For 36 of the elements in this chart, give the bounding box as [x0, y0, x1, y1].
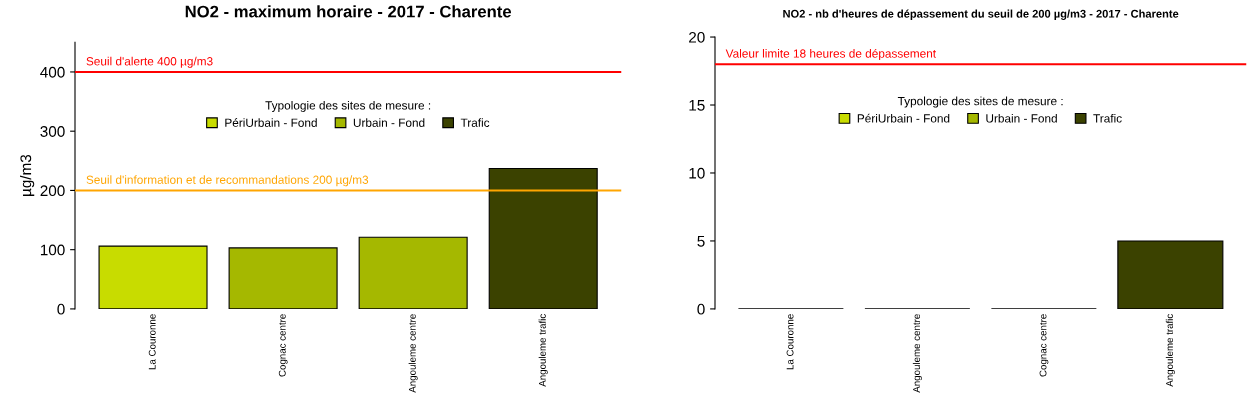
bar [98, 245, 208, 309]
y-tick-label: 15 [689, 100, 705, 111]
y-tick-label: 400 [40, 66, 65, 78]
x-tick-label: Angouleme centre [408, 314, 418, 393]
legend-label: Urbain - Fond [353, 118, 425, 127]
y-tick-label: 300 [40, 126, 65, 137]
legend-label: PériUrbain - Fond [225, 118, 317, 127]
ref-line-label: Seuil d'information et de recommandations 200 µg/m3 [86, 175, 369, 187]
y-tick-label: 200 [40, 185, 65, 197]
y-axis-title: µg/m3 [19, 154, 35, 196]
legend-title: Typologie des sites de mesure : [265, 100, 431, 112]
legend-label: Trafic [1093, 113, 1122, 123]
x-tick-label: La Couronne [786, 314, 794, 370]
y-tick-label: 0 [697, 303, 705, 315]
x-tick-label: Angouleme trafic [538, 314, 548, 387]
x-tick-label: Cognac centre [1039, 314, 1049, 377]
bar [358, 236, 468, 309]
chart-title: NO2 - maximum horaire - 2017 - Charente [185, 5, 512, 18]
bar [228, 247, 338, 309]
x-tick-label: La Couronne [148, 314, 156, 370]
chart-title: NO2 - nb d'heures de dépassement du seuil de 200 µg/m3 - 2017 - Charente [783, 9, 1179, 20]
y-tick-label: 10 [689, 167, 705, 179]
ref-line-label: Seuil d'alerte 400 µg/m3 [86, 56, 213, 68]
y-tick-label: 0 [57, 303, 65, 315]
legend-label: PériUrbain - Fond [857, 113, 950, 123]
x-tick-label: Cognac centre [278, 314, 288, 377]
legend-label: Trafic [460, 118, 490, 127]
y-tick-label: 100 [40, 244, 65, 256]
y-tick-label: 20 [689, 31, 705, 43]
y-tick-label: 5 [697, 235, 705, 247]
legend-label: Urbain - Fond [986, 113, 1057, 123]
bar [488, 167, 598, 309]
x-tick-label: Angouleme trafic [1165, 314, 1175, 387]
legend-title: Typologie des sites de mesure : [897, 96, 1063, 108]
x-tick-label: Angouleme centre [912, 314, 922, 393]
ref-line-label: Valeur limite 18 heures de dépassement [725, 48, 936, 61]
